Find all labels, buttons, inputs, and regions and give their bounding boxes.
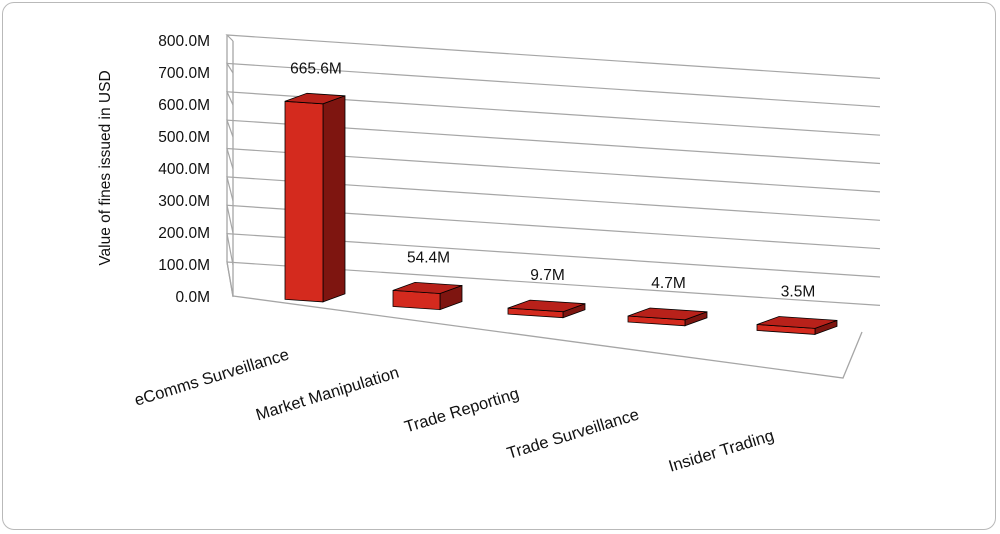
data-labels: 665.6M 54.4M 9.7M 4.7M 3.5M: [290, 60, 815, 300]
gridline: [226, 176, 881, 221]
gridline: [226, 232, 881, 278]
category-label: Trade Reporting: [402, 385, 521, 437]
data-label: 3.5M: [781, 284, 815, 301]
gridline: [225, 34, 881, 79]
category-label: Trade Surveillance: [505, 406, 641, 463]
data-label: 9.7M: [530, 267, 564, 284]
bar-top: [756, 316, 838, 329]
y-tick-label: 0.0M: [176, 289, 210, 306]
gridline: [226, 119, 881, 165]
bar-top: [507, 299, 586, 313]
data-label: 665.6M: [290, 60, 342, 77]
y-tick-label: 600.0M: [158, 97, 210, 114]
bars: [284, 92, 838, 335]
bar-0: [284, 92, 346, 303]
bar-top: [284, 92, 346, 105]
data-label: 54.4M: [407, 249, 450, 266]
y-tick-label: 100.0M: [158, 257, 210, 274]
y-tick-label: 300.0M: [158, 193, 210, 210]
gridlines: [225, 34, 881, 379]
category-label: Insider Trading: [667, 427, 777, 476]
y-axis-label: Value of fines issued in USD: [97, 70, 114, 265]
bar-4: [756, 316, 838, 335]
category-label: eComms Surveillance: [132, 346, 291, 410]
bar-2: [507, 299, 586, 319]
y-tick-label: 200.0M: [158, 225, 210, 242]
gridline: [226, 261, 881, 306]
y-tick-label: 800.0M: [158, 33, 210, 50]
bar-front: [284, 100, 324, 303]
data-label: 4.7M: [651, 275, 685, 292]
y-tick-label: 700.0M: [158, 65, 210, 82]
y-tick-label: 400.0M: [158, 161, 210, 178]
bar-side: [322, 95, 346, 303]
bar-top: [627, 307, 708, 321]
bar-1: [392, 281, 463, 311]
bar-3: [627, 307, 708, 327]
y-tick-labels: 0.0M 100.0M 200.0M 300.0M 400.0M 500.0M 600.0M…: [158, 33, 210, 306]
gridline: [226, 147, 881, 193]
floor-edge: [232, 295, 863, 379]
y-tick-label: 500.0M: [158, 129, 210, 146]
gridline: [226, 204, 881, 250]
gridline: [226, 91, 881, 136]
gridline: [225, 62, 881, 108]
bar-top: [392, 281, 463, 294]
category-label: Market Manipulation: [254, 364, 401, 425]
